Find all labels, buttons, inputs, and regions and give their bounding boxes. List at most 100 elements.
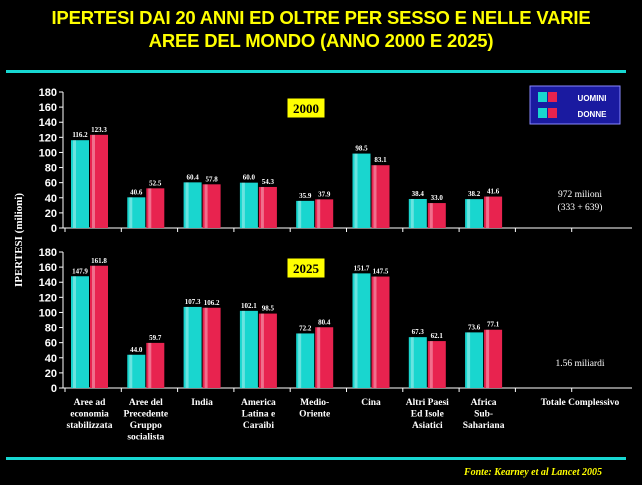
bar-value-label: 33.0	[431, 194, 444, 202]
bar-value-label: 102.1	[241, 302, 257, 310]
bar-uomini	[71, 276, 89, 388]
y-tick-label: 160	[39, 102, 57, 114]
x-category-label: Aree ad	[74, 398, 106, 408]
bar-value-label: 40.6	[130, 188, 143, 196]
bar-value-label: 123.3	[91, 126, 107, 134]
y-axis-label: IPERTESI (milioni)	[13, 193, 25, 287]
y-tick-label: 40	[45, 353, 57, 365]
bar-highlight	[92, 134, 95, 228]
year-badge	[286, 97, 326, 119]
y-tick-label: 180	[39, 87, 57, 99]
y-tick-label: 120	[39, 132, 57, 144]
bar-highlight	[298, 333, 302, 388]
y-tick-label: 160	[39, 262, 57, 274]
bar-donne	[146, 188, 165, 228]
source-note: Fonte: Kearney et al Lancet 2005	[463, 467, 602, 478]
x-category-label: socialista	[127, 433, 164, 443]
bar-highlight	[260, 186, 264, 228]
bar-value-label: 151.7	[354, 264, 370, 272]
bar-donne	[90, 134, 108, 228]
bar-value-label: 60.4	[186, 173, 199, 181]
legend-swatch-uomini-a	[538, 92, 547, 102]
x-category-label: Asiatici	[412, 421, 443, 431]
x-category-label: Cina	[361, 398, 381, 408]
bar-uomini	[352, 273, 371, 388]
bar-highlight	[410, 198, 414, 228]
x-category-label: Sub-	[474, 410, 493, 420]
bar-uomini	[239, 310, 258, 388]
bar-highlight	[410, 337, 414, 388]
bar-donne	[202, 307, 221, 388]
bar-highlight	[92, 265, 95, 388]
y-tick-label: 180	[39, 247, 57, 259]
bar-highlight	[241, 310, 245, 388]
bar-highlight	[148, 342, 152, 388]
bar-value-label: 59.7	[149, 334, 162, 342]
y-tick-label: 80	[45, 323, 57, 335]
year-badge-label: 2000	[293, 101, 319, 116]
bar-highlight	[429, 341, 433, 388]
bar-uomini	[408, 198, 427, 228]
bar-uomini	[296, 333, 315, 388]
legend-swatch-donne-a	[538, 108, 547, 118]
bar-highlight	[185, 182, 189, 228]
bar-value-label: 38.4	[412, 190, 425, 198]
bar-value-label: 161.8	[91, 257, 107, 265]
bar-value-label: 38.2	[468, 190, 481, 198]
bar-highlight	[354, 273, 358, 388]
bar-value-label: 147.9	[72, 267, 88, 275]
bar-value-label: 72.2	[299, 324, 312, 332]
x-category-label: Oriente	[299, 410, 330, 420]
legend-swatch-uomini-b	[548, 92, 557, 102]
bar-value-label: 41.6	[487, 188, 500, 196]
bar-donne	[315, 327, 334, 388]
bar-highlight	[73, 276, 76, 388]
bar-donne	[427, 341, 446, 388]
bar-uomini	[296, 200, 315, 228]
bar-highlight	[486, 196, 490, 228]
total-note: 1.56 miliardi	[555, 359, 604, 369]
bar-highlight	[298, 200, 302, 228]
bar-value-label: 98.5	[355, 145, 368, 153]
bar-uomini	[239, 182, 258, 228]
bar-highlight	[129, 197, 133, 228]
bar-highlight	[185, 306, 189, 388]
bar-value-label: 52.5	[149, 179, 162, 187]
bar-value-label: 116.2	[72, 131, 88, 139]
bar-value-label: 77.1	[487, 321, 500, 329]
bar-donne	[484, 329, 503, 388]
bar-donne	[90, 265, 108, 388]
bar-donne	[315, 199, 334, 228]
y-tick-label: 140	[39, 117, 57, 129]
bar-donne	[427, 203, 446, 228]
y-tick-label: 120	[39, 292, 57, 304]
year-badge	[286, 257, 326, 279]
top-divider	[6, 70, 626, 73]
bar-donne	[258, 313, 277, 388]
x-category-label: Ed Isole	[411, 410, 444, 420]
x-category-label: Africa	[471, 398, 497, 408]
x-category-label: Sahariana	[463, 421, 505, 431]
x-category-label: America	[241, 398, 276, 408]
bar-value-label: 60.0	[243, 174, 256, 182]
bar-donne	[258, 186, 277, 228]
bar-highlight	[373, 165, 377, 228]
bar-value-label: 35.9	[299, 192, 312, 200]
bar-value-label: 54.3	[262, 178, 275, 186]
bar-value-label: 147.5	[373, 268, 389, 276]
chart-title: IPERTESI DAI 20 ANNI ED OLTRE PER SESSO …	[0, 6, 642, 52]
total-note: 972 milioni	[558, 190, 602, 200]
bar-highlight	[467, 199, 471, 228]
bar-value-label: 57.8	[205, 175, 218, 183]
bar-highlight	[73, 140, 76, 228]
x-category-label: Altri Paesi	[406, 398, 449, 408]
bar-value-label: 107.3	[185, 298, 201, 306]
y-tick-label: 20	[45, 368, 57, 380]
x-category-label: Latina e	[242, 410, 276, 420]
y-tick-label: 20	[45, 208, 57, 220]
y-tick-label: 60	[45, 338, 57, 350]
bar-uomini	[127, 354, 146, 388]
x-category-label: Totale Complessivo	[541, 398, 620, 408]
